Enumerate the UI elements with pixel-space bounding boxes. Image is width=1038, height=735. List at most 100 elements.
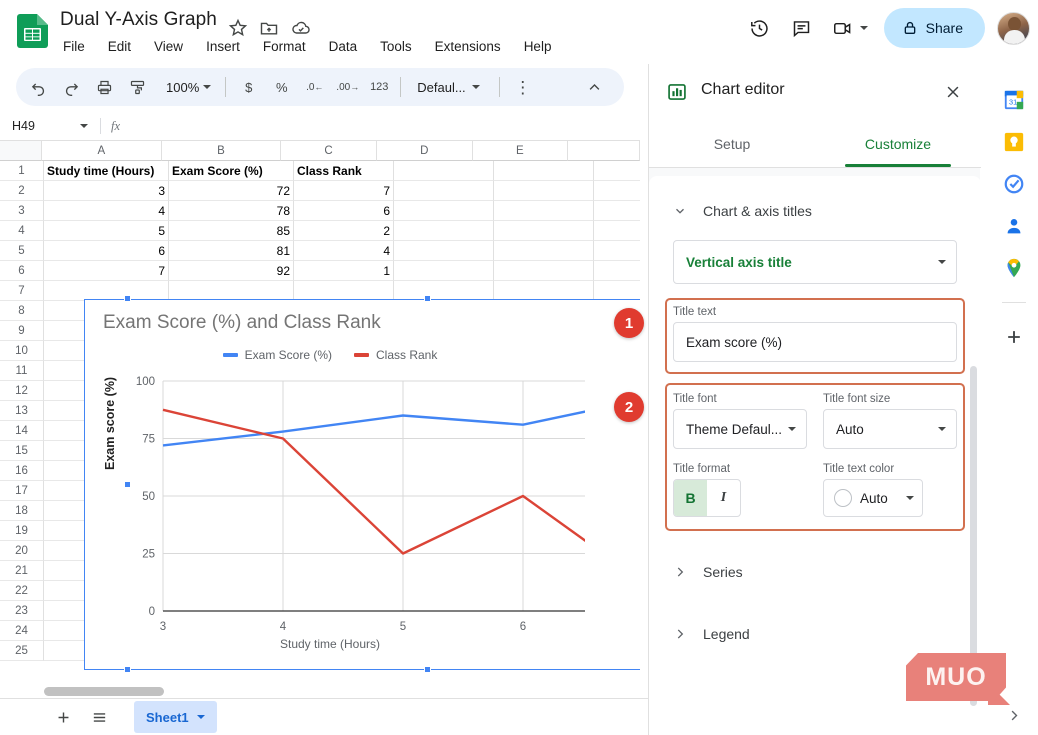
grid-cell[interactable]: 6 — [294, 201, 394, 221]
name-box[interactable]: H49 — [0, 119, 96, 133]
document-title[interactable]: Dual Y-Axis Graph — [60, 9, 217, 30]
title-font-selector[interactable]: Theme Defaul... — [673, 409, 807, 449]
sheets-logo-icon[interactable] — [17, 14, 48, 48]
grid-cell[interactable]: 5 — [44, 221, 169, 241]
grid-cell[interactable]: 7 — [44, 261, 169, 281]
star-icon[interactable] — [228, 18, 248, 38]
google-maps-icon[interactable] — [1002, 256, 1026, 280]
more-options-icon[interactable]: ⋮ — [514, 77, 532, 97]
grid-cell[interactable] — [594, 241, 640, 261]
avatar[interactable] — [997, 11, 1030, 45]
row-header-17[interactable]: 17 — [0, 481, 44, 501]
row-header-4[interactable]: 4 — [0, 221, 44, 241]
google-calendar-icon[interactable]: 31 — [1002, 88, 1026, 112]
grid-cell[interactable]: Class Rank — [294, 161, 394, 181]
grid-cell[interactable] — [44, 281, 169, 301]
row-header-19[interactable]: 19 — [0, 521, 44, 541]
axis-title-selector[interactable]: Vertical axis title — [673, 240, 957, 284]
grid-cell[interactable]: 92 — [169, 261, 294, 281]
grid-cell[interactable] — [494, 241, 594, 261]
redo-icon[interactable] — [56, 72, 87, 103]
share-button[interactable]: Share — [883, 8, 985, 48]
grid-cell[interactable] — [494, 281, 594, 301]
menu-tools[interactable]: Tools — [380, 39, 412, 54]
grid-cell[interactable]: 72 — [169, 181, 294, 201]
section-chart-axis-titles[interactable]: Chart & axis titles — [649, 188, 981, 234]
grid-cell[interactable]: 1 — [294, 261, 394, 281]
row-header-6[interactable]: 6 — [0, 261, 44, 281]
print-icon[interactable] — [89, 72, 120, 103]
column-header-c[interactable]: C — [281, 141, 377, 161]
row-header-18[interactable]: 18 — [0, 501, 44, 521]
row-header-16[interactable]: 16 — [0, 461, 44, 481]
version-history-icon[interactable] — [740, 8, 780, 48]
tab-setup[interactable]: Setup — [713, 135, 751, 152]
title-text-input[interactable] — [673, 322, 957, 362]
menu-view[interactable]: View — [154, 39, 184, 54]
chart-object[interactable]: Exam Score (%) and Class Rank Exam Score… — [84, 299, 640, 670]
menu-help[interactable]: Help — [523, 39, 552, 54]
font-selector[interactable]: Defaul... — [407, 73, 493, 102]
column-header-a[interactable]: A — [42, 141, 162, 161]
add-sheet-icon[interactable] — [48, 702, 78, 732]
row-header-11[interactable]: 11 — [0, 361, 44, 381]
title-font-size-selector[interactable]: Auto — [823, 409, 957, 449]
grid-cell[interactable]: 78 — [169, 201, 294, 221]
chart-handle-tl[interactable] — [124, 295, 131, 302]
grid-cell[interactable] — [594, 161, 640, 181]
increase-decimal-button[interactable]: .00 → — [336, 81, 360, 93]
panel-scrollbar-thumb[interactable] — [970, 366, 977, 706]
grid-cell[interactable] — [394, 261, 494, 281]
move-to-folder-icon[interactable] — [259, 18, 279, 38]
column-header-e[interactable]: E — [472, 141, 569, 161]
row-header-2[interactable]: 2 — [0, 181, 44, 201]
grid-cell[interactable] — [594, 281, 640, 301]
column-header-b[interactable]: B — [161, 141, 282, 161]
column-header-d[interactable]: D — [376, 141, 473, 161]
grid-cell[interactable] — [394, 161, 494, 181]
legend-item-exam-score[interactable]: Exam Score (%) — [222, 348, 332, 362]
row-header-23[interactable]: 23 — [0, 601, 44, 621]
add-addon-icon[interactable] — [1002, 325, 1026, 349]
grid-cell[interactable]: 7 — [294, 181, 394, 201]
row-header-5[interactable]: 5 — [0, 241, 44, 261]
currency-format-button[interactable]: $ — [245, 79, 253, 95]
chart-handle-ml[interactable] — [124, 481, 131, 488]
row-header-20[interactable]: 20 — [0, 541, 44, 561]
grid-cell[interactable] — [169, 281, 294, 301]
row-header-22[interactable]: 22 — [0, 581, 44, 601]
grid-cell[interactable] — [494, 201, 594, 221]
bold-button[interactable]: B — [674, 480, 707, 516]
decrease-decimal-button[interactable]: .0 ← — [306, 81, 324, 93]
meet-caret-icon[interactable] — [859, 26, 868, 30]
row-header-12[interactable]: 12 — [0, 381, 44, 401]
row-header-10[interactable]: 10 — [0, 341, 44, 361]
cloud-saved-icon[interactable] — [291, 18, 311, 38]
grid-cell[interactable]: 6 — [44, 241, 169, 261]
paint-format-icon[interactable] — [122, 72, 153, 103]
grid-cell[interactable] — [594, 201, 640, 221]
title-text-color-selector[interactable]: Auto — [823, 479, 923, 517]
chart-handle-bc[interactable] — [424, 666, 431, 673]
grid-cell[interactable]: 2 — [294, 221, 394, 241]
row-header-1[interactable]: 1 — [0, 161, 44, 181]
grid-cell[interactable] — [494, 181, 594, 201]
legend-item-class-rank[interactable]: Class Rank — [354, 348, 437, 362]
comment-icon[interactable] — [782, 8, 822, 48]
google-contacts-icon[interactable] — [1002, 214, 1026, 238]
column-header-f[interactable] — [568, 141, 640, 161]
grid-cell[interactable]: 3 — [44, 181, 169, 201]
menu-extensions[interactable]: Extensions — [434, 39, 501, 54]
close-icon[interactable] — [937, 76, 969, 108]
grid-cell[interactable] — [394, 281, 494, 301]
chart-handle-tc[interactable] — [424, 295, 431, 302]
row-header-24[interactable]: 24 — [0, 621, 44, 641]
row-header-8[interactable]: 8 — [0, 301, 44, 321]
collapse-toolbar-icon[interactable] — [579, 72, 610, 103]
undo-icon[interactable] — [23, 72, 54, 103]
grid-cell[interactable]: Study time (Hours) — [44, 161, 169, 181]
grid-cell[interactable] — [494, 161, 594, 181]
menu-edit[interactable]: Edit — [107, 39, 132, 54]
expand-rail-icon[interactable] — [1007, 708, 1022, 727]
video-camera-icon[interactable] — [824, 8, 876, 48]
